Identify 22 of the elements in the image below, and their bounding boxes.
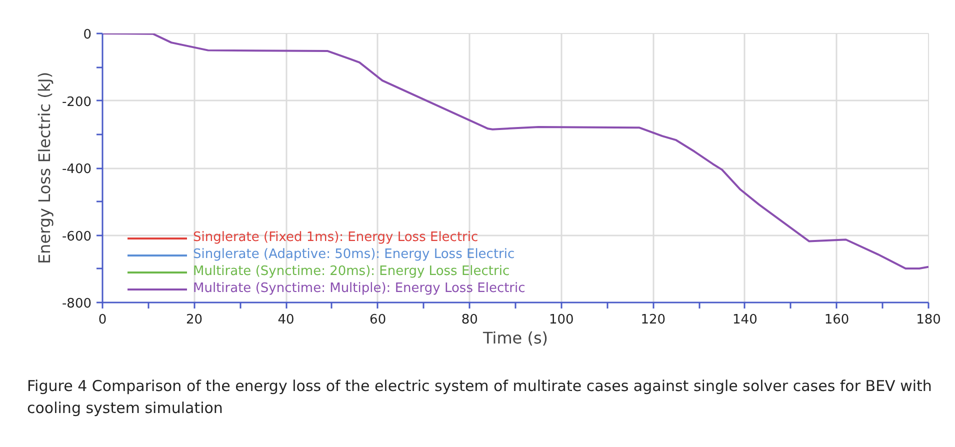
- legend-label: Multirate (Synctime: Multiple): Energy Loss Electric: [193, 281, 526, 296]
- x-tick-label: 140: [732, 312, 758, 328]
- caption: Figure 4 Comparison of the energy loss of the electric system of multirate cases against single solver cases for BEV with cooling system simulation: [27, 376, 933, 419]
- x-tick-label: 120: [640, 312, 666, 328]
- x-axis-title: Time (s): [482, 328, 548, 348]
- x-tick-label: 0: [98, 312, 107, 328]
- x-tick-label: 80: [461, 312, 478, 328]
- legend-label: Singlerate (Adaptive: 50ms): Energy Loss Electric: [193, 247, 515, 262]
- y-axis-title: Energy Loss Electric (kJ): [34, 72, 54, 264]
- x-tick-label: 180: [916, 312, 941, 328]
- legend-label: Multirate (Synctime: 20ms): Energy Loss Electric: [193, 264, 510, 279]
- y-tick-label: 0: [83, 28, 92, 42]
- x-tick-label: 40: [278, 312, 294, 328]
- y-tick-label: -800: [62, 296, 92, 312]
- y-tick-label: -400: [62, 162, 92, 177]
- x-tick-label: 60: [370, 312, 386, 328]
- y-tick-label: -200: [62, 94, 92, 110]
- x-tick-label: 160: [824, 312, 850, 328]
- x-tick-label: 100: [548, 312, 574, 328]
- y-tick-label: -600: [62, 229, 92, 244]
- legend-label: Singlerate (Fixed 1ms): Energy Loss Electric: [193, 230, 478, 245]
- x-tick-label: 20: [186, 312, 203, 328]
